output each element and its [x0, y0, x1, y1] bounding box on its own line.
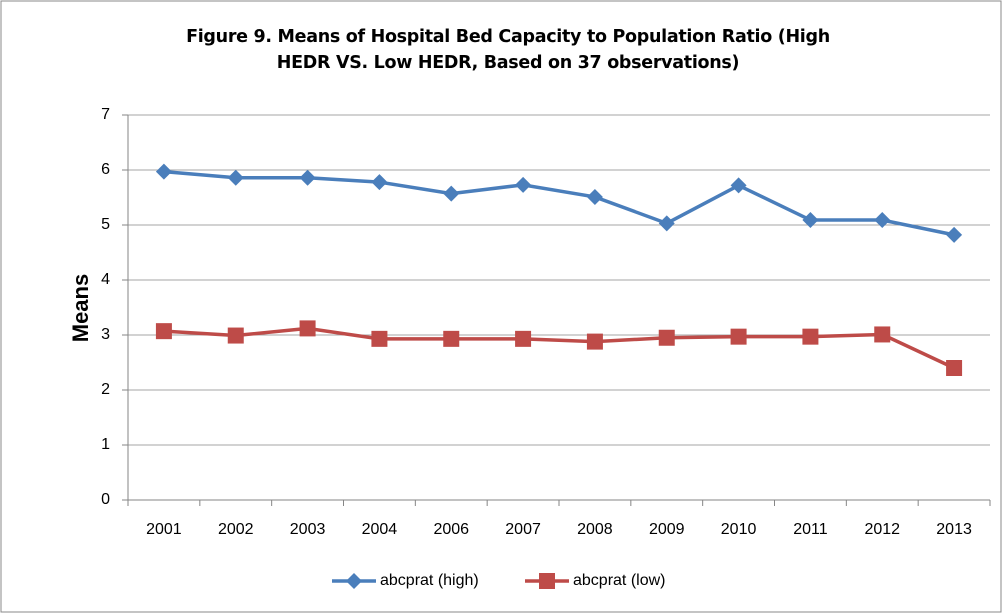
y-tick-label: 4 — [101, 271, 110, 288]
point — [299, 320, 316, 337]
y-tick-label: 6 — [101, 161, 110, 178]
point — [586, 188, 603, 205]
x-tick-label: 2007 — [505, 521, 541, 538]
point — [371, 174, 388, 191]
point — [515, 176, 532, 193]
x-tick-label: 2002 — [218, 521, 254, 538]
point — [299, 169, 316, 186]
series-line — [163, 326, 955, 370]
chart-title: Figure 9. Means of Hospital Bed Capacity… — [186, 27, 830, 73]
y-tick-label: 1 — [101, 436, 110, 453]
point — [874, 326, 891, 343]
point — [227, 169, 244, 186]
point — [802, 212, 819, 229]
x-tick-label: 2008 — [577, 521, 613, 538]
x-tick-label: 2004 — [362, 521, 398, 538]
point — [515, 330, 532, 347]
point — [658, 329, 675, 346]
point — [802, 328, 819, 345]
x-tick-label: 2006 — [433, 521, 469, 538]
legend-label: abcprat (high) — [380, 572, 479, 589]
x-tick-label: 2003 — [290, 521, 326, 538]
point — [155, 323, 172, 340]
point — [946, 226, 963, 243]
legend-marker — [539, 573, 555, 589]
point — [155, 163, 172, 180]
point — [227, 327, 244, 344]
y-tick-label: 0 — [101, 491, 110, 508]
point — [730, 328, 747, 345]
point — [658, 215, 675, 232]
y-axis-label: Means — [68, 274, 93, 342]
x-tick-label: 2013 — [936, 521, 972, 538]
point — [443, 185, 460, 202]
series-line — [163, 169, 955, 237]
point — [586, 333, 603, 350]
legend-marker — [346, 573, 362, 589]
point — [946, 360, 963, 376]
x-tick-label: 2011 — [793, 521, 828, 538]
y-tick-label: 2 — [101, 381, 110, 398]
point — [730, 177, 747, 194]
x-tick-label: 2010 — [721, 521, 757, 538]
y-tick-label: 7 — [101, 106, 110, 123]
y-tick-label: 5 — [101, 216, 110, 233]
point — [443, 330, 460, 347]
point — [874, 212, 891, 229]
legend-label: abcprat (low) — [573, 572, 665, 589]
x-tick-label: 2009 — [649, 521, 685, 538]
point — [371, 330, 388, 347]
y-tick-label: 3 — [101, 326, 110, 343]
x-tick-label: 2012 — [864, 521, 900, 538]
x-tick-label: 2001 — [146, 521, 182, 538]
